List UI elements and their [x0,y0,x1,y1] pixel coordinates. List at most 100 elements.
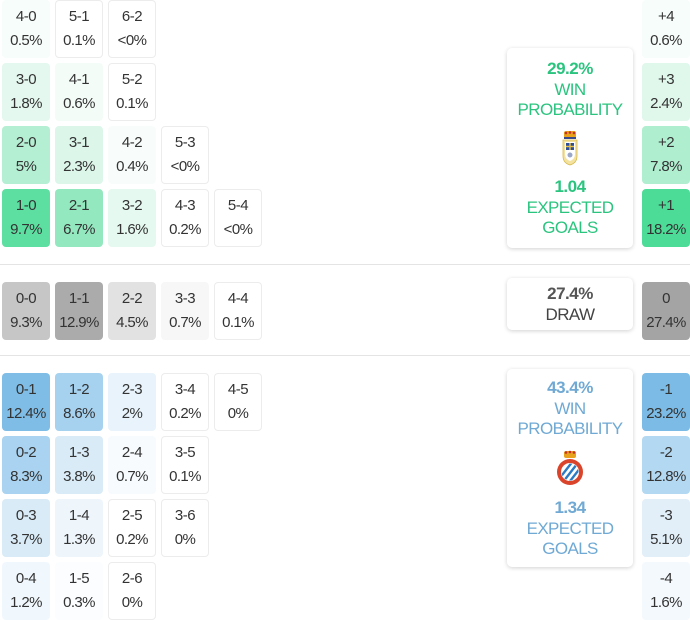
scoreline-probability: 12.9% [59,314,99,331]
scoreline-cell[interactable]: 5-2 0.1% [108,63,156,121]
scoreline-cell[interactable]: 2-6 0% [108,562,156,620]
away-margin-column: -1 23.2% -2 12.8% -3 5.1% -4 1.6% [642,373,690,620]
away-summary-card: 43.4% WIN PROBABILITY 1.34 EXPECTED GOALS [507,369,633,567]
scoreline-probability: 0.7% [116,468,148,485]
scoreline-cell[interactable]: 4-5 0% [214,373,262,431]
scoreline-cell[interactable]: 2-4 0.7% [108,436,156,494]
scoreline: 3-0 [15,71,37,88]
goal-margin-cell[interactable]: -2 12.8% [642,436,690,494]
scoreline-probability: 5% [15,158,37,175]
scoreline-cell[interactable]: 0-0 9.3% [2,282,50,340]
real-oviedo-crest-icon [562,131,578,166]
away-win-section: 0-1 12.4% 1-2 8.6% 2-3 2% 3-4 0.2% 4-5 0% 0-2… [0,369,690,620]
scoreline-probability: 12.4% [6,405,46,422]
scoreline: 1-1 [68,290,90,307]
margin-probability: 18.2% [646,221,686,238]
scoreline-cell[interactable]: 1-0 9.7% [2,189,50,247]
scoreline-cell[interactable]: 3-0 1.8% [2,63,50,121]
scoreline-cell[interactable]: 0-2 8.3% [2,436,50,494]
scoreline-cell[interactable]: 4-4 0.1% [214,282,262,340]
scoreline-cell[interactable]: 6-2 <0% [108,0,156,58]
home-row-0: 4-0 0.5% 5-1 0.1% 6-2 <0% [2,0,267,58]
scoreline-cell[interactable]: 0-4 1.2% [2,562,50,620]
goal-margin-cell[interactable]: 0 27.4% [642,282,690,340]
scoreline-cell[interactable]: 2-2 4.5% [108,282,156,340]
scoreline: 0-2 [15,444,37,461]
scoreline-cell[interactable]: 1-3 3.8% [55,436,103,494]
xg-label-line2: GOALS [542,218,598,237]
goal-margin-cell[interactable]: -4 1.6% [642,562,690,620]
scoreline-cell[interactable]: 1-5 0.3% [55,562,103,620]
margin-probability: 1.6% [650,594,682,611]
scoreline-probability: 0.6% [63,95,95,112]
scoreline-cell[interactable]: 2-1 6.7% [55,189,103,247]
scoreline-cell[interactable]: 4-3 0.2% [161,189,209,247]
scoreline-cell[interactable]: 1-2 8.6% [55,373,103,431]
draw-summary-card: 27.4% DRAW [507,278,633,330]
scoreline-cell[interactable]: 1-1 12.9% [55,282,103,340]
scoreline-cell[interactable]: 4-1 0.6% [55,63,103,121]
scoreline: 5-4 [227,197,249,214]
home-win-section: 4-0 0.5% 5-1 0.1% 6-2 <0% 3-0 1.8% 4-1 0.6% 5… [0,0,690,252]
goal-margin-cell[interactable]: -1 23.2% [642,373,690,431]
away-xg-label: EXPECTED GOALS [527,519,614,559]
win-label-line2: PROBABILITY [517,100,623,119]
scoreline: 2-1 [68,197,90,214]
away-row-0: 0-1 12.4% 1-2 8.6% 2-3 2% 3-4 0.2% 4-5 0% [2,373,267,431]
scoreline: 4-0 [15,8,37,25]
scoreline: 0-4 [15,570,37,587]
margin-probability: 27.4% [646,314,686,331]
scoreline: 4-3 [174,197,196,214]
draw-margin-column: 0 27.4% [642,282,690,345]
goal-margin-cell[interactable]: +2 7.8% [642,126,690,184]
scoreline-probability: 0.2% [116,531,148,548]
goal-margin-cell[interactable]: +3 2.4% [642,63,690,121]
scoreline: 1-3 [68,444,90,461]
home-xg-label: EXPECTED GOALS [527,198,614,238]
scoreline-cell[interactable]: 0-3 3.7% [2,499,50,557]
scoreline-cell[interactable]: 3-5 0.1% [161,436,209,494]
scoreline-cell[interactable]: 1-4 1.3% [55,499,103,557]
scoreline-probability: 4.5% [116,314,148,331]
home-win-probability: 29.2% [547,59,593,78]
scoreline-cell[interactable]: 0-1 12.4% [2,373,50,431]
scoreline-probability: 0.1% [222,314,254,331]
scoreline-cell[interactable]: 3-2 1.6% [108,189,156,247]
scoreline-cell[interactable]: 3-4 0.2% [161,373,209,431]
scoreline-cell[interactable]: 2-3 2% [108,373,156,431]
scoreline-probability: 0.2% [169,405,201,422]
margin-label: -2 [659,444,673,461]
margin-label: -1 [659,381,673,398]
margin-label: -3 [659,507,673,524]
home-row-3: 1-0 9.7% 2-1 6.7% 3-2 1.6% 4-3 0.2% 5-4 <0% [2,189,267,247]
scoreline-cell[interactable]: 5-1 0.1% [55,0,103,58]
scoreline: 4-1 [68,71,90,88]
scoreline-cell[interactable]: 2-0 5% [2,126,50,184]
goal-margin-cell[interactable]: -3 5.1% [642,499,690,557]
margin-label: +1 [658,197,675,214]
scoreline-probability: 1.6% [116,221,148,238]
scoreline-cell[interactable]: 2-5 0.2% [108,499,156,557]
scoreline-cell[interactable]: 5-4 <0% [214,189,262,247]
win-label-line1: WIN [554,80,586,99]
scoreline-cell[interactable]: 3-3 0.7% [161,282,209,340]
scoreline-probability: 0.1% [116,95,148,112]
scoreline-probability: 3.8% [63,468,95,485]
scoreline-probability: <0% [170,158,200,175]
scoreline-probability: 6.7% [63,221,95,238]
goal-margin-cell[interactable]: +4 0.6% [642,0,690,58]
scoreline-probability: 8.6% [63,405,95,422]
scoreline-cell[interactable]: 3-1 2.3% [55,126,103,184]
margin-label: +4 [658,8,675,25]
scoreline: 5-1 [68,8,90,25]
home-row-1: 3-0 1.8% 4-1 0.6% 5-2 0.1% [2,63,267,121]
win-label-line2: PROBABILITY [517,419,623,438]
goal-margin-cell[interactable]: +1 18.2% [642,189,690,247]
margin-probability: 2.4% [650,95,682,112]
scoreline-cell[interactable]: 5-3 <0% [161,126,209,184]
scoreline-cell[interactable]: 4-2 0.4% [108,126,156,184]
section-divider [0,355,690,356]
scoreline-cell[interactable]: 3-6 0% [161,499,209,557]
scoreline-cell[interactable]: 4-0 0.5% [2,0,50,58]
xg-label-line2: GOALS [542,539,598,558]
